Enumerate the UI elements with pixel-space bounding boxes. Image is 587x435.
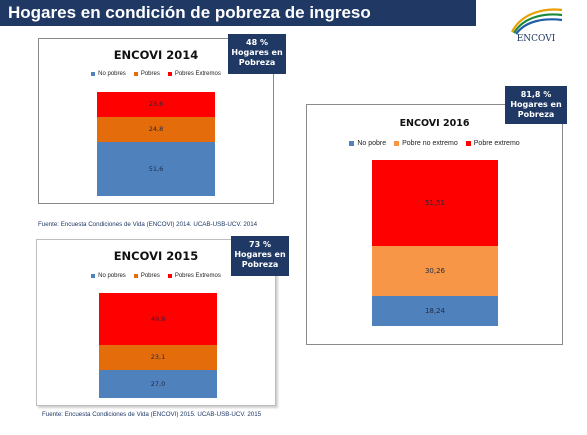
data-label-no-pobre: 18,24 <box>424 307 446 316</box>
legend-item-no-pobres: No pobres <box>91 273 126 279</box>
callout-text: Hogares en <box>231 48 283 57</box>
bar-segment-no-pobre <box>372 295 498 326</box>
callout-text: Hogares en <box>234 250 286 259</box>
callout-text: Hogares en <box>510 100 562 109</box>
legend-swatch <box>133 274 138 278</box>
callout-text: Pobreza <box>517 110 555 119</box>
legend-label: Pobre extremo <box>473 140 520 147</box>
data-label-pobres-extremos: 49,9 <box>150 315 166 324</box>
chart-legend: No pobre Pobre no extremo Pobre extremo <box>307 140 562 147</box>
legend-swatch <box>349 141 355 146</box>
chart-encovi-2016: ENCOVI 2016 No pobre Pobre no extremo Po… <box>306 104 563 345</box>
legend-swatch <box>394 141 400 146</box>
callout-percent: 81,8 % <box>520 90 552 99</box>
source-note-2015: Fuente: Encuesta Condiciones de Vida (EN… <box>42 411 262 418</box>
legend-label: No pobres <box>98 273 126 279</box>
data-label-pobres: 23,1 <box>150 353 166 362</box>
data-label-pobres-extremos: 23,6 <box>148 100 164 109</box>
poverty-callout-2016: 81,8 % Hogares en Pobreza <box>505 86 567 124</box>
stacked-bar: 18,24 30,26 51,51 <box>372 160 498 326</box>
bar-segment-pobres-extremos <box>99 293 217 346</box>
data-label-no-pobres: 27,0 <box>150 379 166 388</box>
bar-segment-pobres <box>99 345 217 370</box>
chart-title: ENCOVI 2014 <box>113 48 199 62</box>
legend-swatch <box>167 274 172 278</box>
chart-title: ENCOVI 2016 <box>399 118 470 129</box>
legend-swatch <box>91 72 96 76</box>
legend-label: Pobres <box>140 273 160 279</box>
callout-percent: 48 % <box>246 38 268 47</box>
logo-text: ENCOVI <box>516 34 556 44</box>
data-label-no-pobres: 51,6 <box>148 165 164 174</box>
legend-item-pobres: Pobres <box>133 273 160 279</box>
legend-item-no-pobres: No pobres <box>91 71 126 77</box>
legend-item-no-pobre: No pobre <box>349 140 386 147</box>
stacked-bar: 27,0 23,1 49,9 <box>99 293 217 398</box>
legend-label: No pobre <box>357 140 387 147</box>
bar-segment-pobre-no-extremo <box>372 245 498 296</box>
bar-segment-no-pobres <box>97 142 215 196</box>
legend-swatch <box>167 72 172 76</box>
logo-swoosh-icon <box>511 8 563 35</box>
poverty-callout-2015: 73 % Hogares en Pobreza <box>231 236 289 276</box>
legend-label: Pobres Extremos <box>174 273 221 279</box>
callout-percent: 73 % <box>249 240 271 249</box>
legend-label: Pobres <box>140 71 160 77</box>
legend-item-pobres: Pobres <box>133 71 160 77</box>
legend-item-pobres-extremos: Pobres Extremos <box>167 273 221 279</box>
chart-legend: No pobres Pobres Pobres Extremos <box>39 71 273 77</box>
stacked-bar: 51,6 24,8 23,6 <box>97 92 215 196</box>
source-note-2014: Fuente: Encuesta Condiciones de Vida (EN… <box>38 221 258 228</box>
legend-label: No pobres <box>98 71 126 77</box>
data-label-pobre-extremo: 51,51 <box>424 198 446 207</box>
data-label-pobres: 24,8 <box>148 125 164 134</box>
bar-segment-pobres-extremos <box>97 92 215 117</box>
legend-swatch <box>465 141 471 146</box>
chart-title: ENCOVI 2015 <box>113 249 199 263</box>
legend-item-pobres-extremos: Pobres Extremos <box>167 71 221 77</box>
poverty-callout-2014: 48 % Hogares en Pobreza <box>228 34 286 74</box>
bar-segment-no-pobres <box>99 369 217 398</box>
data-label-pobre-no-extremo: 30,26 <box>424 266 446 275</box>
bar-segment-pobre-extremo <box>372 160 498 246</box>
legend-swatch <box>91 274 96 278</box>
callout-text: Pobreza <box>238 58 276 67</box>
legend-swatch <box>133 72 138 76</box>
legend-label: Pobres Extremos <box>174 71 221 77</box>
bar-segment-pobres <box>97 116 215 143</box>
chart-legend: No pobres Pobres Pobres Extremos <box>37 273 275 279</box>
callout-text: Pobreza <box>241 260 279 269</box>
legend-item-pobre-extremo: Pobre extremo <box>465 140 520 147</box>
encovi-logo: ENCOVI <box>506 4 566 46</box>
page-title: Hogares en condición de pobreza de ingre… <box>0 0 476 26</box>
legend-label: Pobre no extremo <box>402 140 458 147</box>
legend-item-pobre-no-extremo: Pobre no extremo <box>394 140 458 147</box>
